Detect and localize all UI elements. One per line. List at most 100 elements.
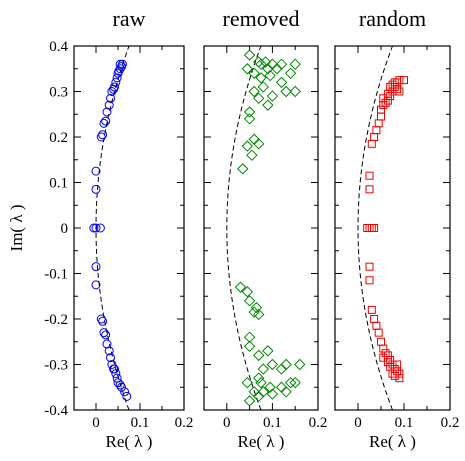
- plot-frame: [334, 45, 451, 411]
- data-point-diamond: [250, 301, 263, 314]
- data-point-diamond: [253, 138, 265, 150]
- data-point-diamond: [284, 376, 297, 389]
- data-point-circle: [104, 100, 114, 110]
- data-point-square: [370, 315, 379, 323]
- data-point-square: [365, 262, 374, 271]
- data-point-square: [379, 353, 388, 362]
- data-point-square: [388, 87, 397, 96]
- data-point-square: [379, 94, 388, 103]
- data-point-diamond: [241, 63, 254, 75]
- data-point-square: [390, 78, 399, 87]
- data-point-diamond: [262, 63, 274, 75]
- data-point-square: [367, 305, 376, 314]
- data-point-circle: [115, 64, 125, 74]
- data-point-square: [383, 351, 392, 360]
- data-point-circle: [89, 223, 99, 233]
- data-point-circle: [117, 382, 127, 392]
- data-point-circle: [98, 316, 108, 326]
- y-tick-label: -0.4: [44, 403, 68, 419]
- x-axis-label: Re( λ ): [106, 432, 153, 451]
- data-point-diamond: [289, 58, 301, 70]
- data-point-diamond: [266, 90, 279, 102]
- data-point-circle: [115, 59, 125, 69]
- reference-curve: [226, 46, 262, 410]
- data-point-diamond: [241, 140, 254, 152]
- data-point-diamond: [243, 113, 256, 125]
- y-tick-label: -0.2: [44, 312, 68, 328]
- data-point-diamond: [241, 285, 254, 298]
- data-point-square: [367, 139, 376, 148]
- data-point-square: [393, 85, 402, 94]
- data-point-diamond: [266, 358, 279, 371]
- y-tick-label: 0.1: [49, 176, 68, 192]
- data-point-circle: [109, 82, 119, 92]
- data-point-circle: [98, 130, 108, 140]
- data-point-diamond: [289, 376, 301, 389]
- data-point-circle: [101, 116, 111, 126]
- data-point-diamond: [280, 386, 292, 398]
- data-point-diamond: [243, 106, 256, 118]
- data-point-square: [400, 76, 408, 85]
- y-tick-label: 0: [61, 221, 69, 237]
- data-point-circle: [91, 280, 101, 290]
- data-point-diamond: [280, 85, 292, 98]
- data-point-circle: [117, 59, 127, 69]
- data-point-circle: [104, 346, 114, 356]
- data-point-diamond: [243, 331, 256, 343]
- data-point-square: [374, 328, 383, 337]
- y-tick-label: 0.3: [49, 85, 68, 101]
- panel-random: random 0 0.1 0.2 Re( λ ): [334, 6, 460, 451]
- data-point-square: [388, 80, 397, 89]
- data-point-circle: [99, 328, 109, 338]
- data-point-square: [365, 224, 374, 232]
- panel-removed: removed 0 0.1 0.2 Re( λ ): [203, 6, 327, 451]
- data-point-diamond: [248, 85, 260, 98]
- data-point-square: [377, 105, 385, 114]
- data-point-diamond: [257, 363, 269, 375]
- data-point-diamond: [284, 67, 297, 80]
- data-point-circle: [122, 391, 132, 401]
- data-point-circle: [111, 369, 121, 379]
- data-point-square: [372, 321, 381, 330]
- data-point-circle: [114, 66, 124, 76]
- data-point-square: [367, 224, 376, 232]
- data-point-square: [383, 96, 392, 105]
- x-axis-label: Re( λ ): [238, 432, 285, 451]
- data-point-diamond: [259, 56, 272, 68]
- data-point-square: [395, 369, 404, 378]
- data-point-square: [386, 92, 395, 101]
- data-point-circle: [91, 223, 101, 233]
- data-point-square: [370, 224, 379, 232]
- data-point-diamond: [255, 58, 267, 70]
- data-point-square: [365, 276, 374, 285]
- data-point-diamond: [243, 295, 256, 307]
- data-point-square: [393, 360, 402, 369]
- panel-raw: raw 0 0.1 0.2 -0.4 -0.3 -0.2 -0.1 0 0.1 0.2 0.3 0.4 R…: [7, 6, 193, 451]
- data-point-square: [388, 360, 397, 369]
- data-point-diamond: [253, 92, 265, 105]
- data-point-diamond: [253, 390, 265, 403]
- data-point-circle: [91, 166, 101, 176]
- data-point-diamond: [241, 376, 254, 389]
- panel-title: removed: [223, 6, 300, 31]
- data-point-diamond: [289, 85, 301, 98]
- data-point-square: [386, 362, 395, 371]
- data-point-circle: [102, 107, 112, 117]
- x-axis-label: Re( λ ): [369, 432, 416, 451]
- data-point-circle: [99, 118, 109, 128]
- reference-curve: [95, 46, 130, 410]
- data-point-diamond: [262, 99, 274, 111]
- y-axis-label: Im( λ ): [7, 205, 26, 252]
- data-point-diamond: [255, 72, 267, 84]
- data-point-square: [395, 374, 404, 383]
- data-point-circle: [95, 223, 105, 233]
- markers-raw: [89, 59, 132, 401]
- x-tick-label: 0.2: [441, 415, 460, 431]
- x-tick-label: 0.1: [131, 415, 150, 431]
- y-tick-label: 0.2: [49, 130, 68, 146]
- reference-curve: [357, 46, 393, 410]
- data-point-square: [395, 76, 404, 85]
- data-point-square: [393, 367, 402, 376]
- data-point-square: [365, 171, 374, 180]
- data-point-square: [365, 185, 374, 194]
